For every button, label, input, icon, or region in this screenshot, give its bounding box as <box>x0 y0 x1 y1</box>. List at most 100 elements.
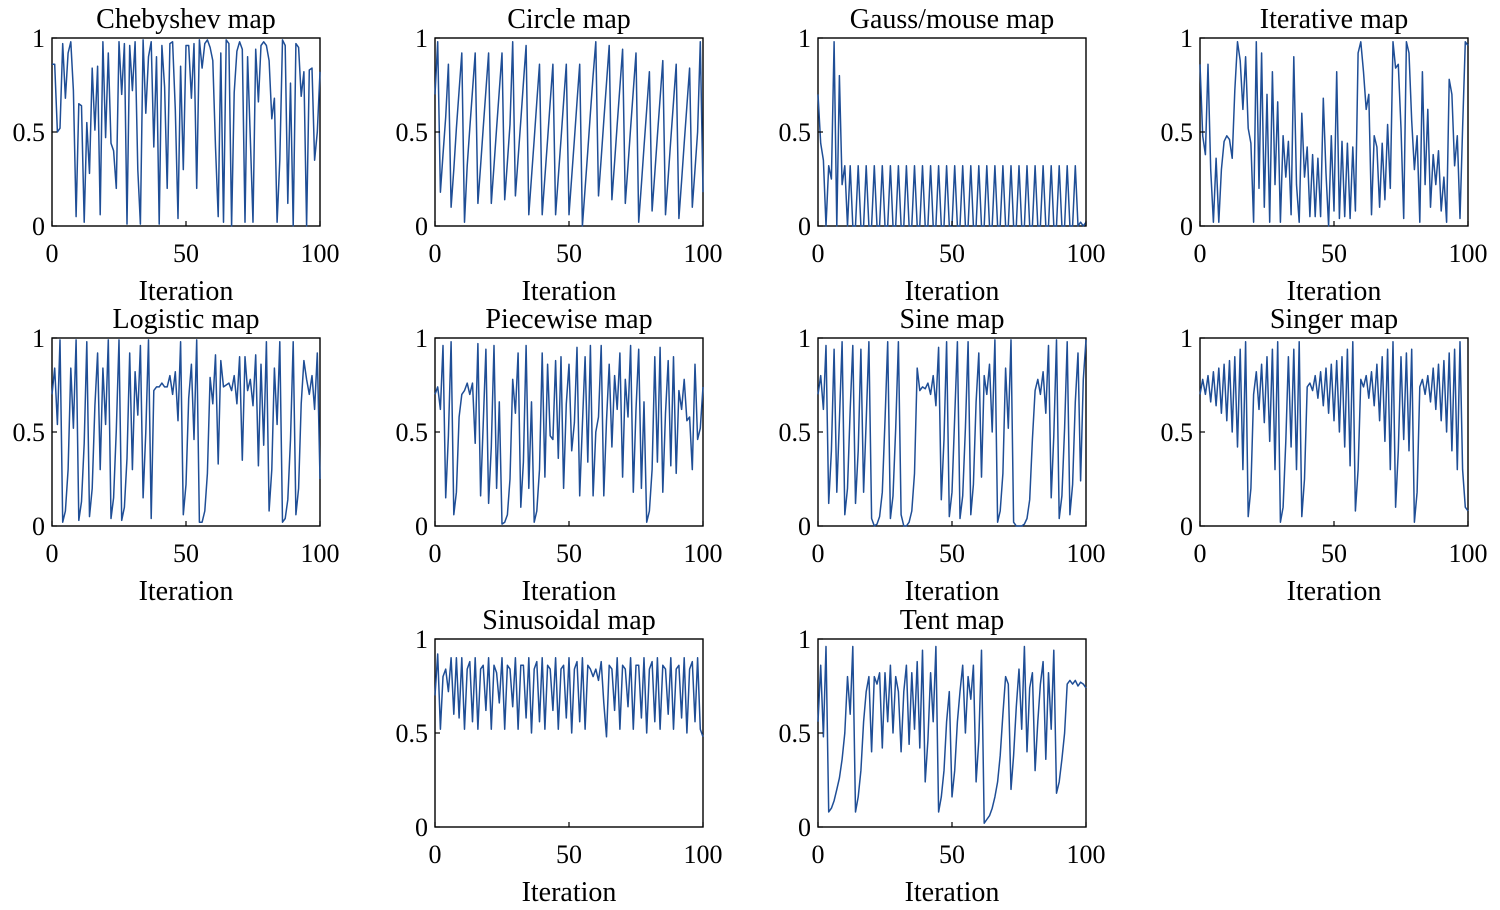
y-tick-label: 0.5 <box>396 118 429 147</box>
y-tick-label: 1 <box>415 24 428 53</box>
x-tick-label: 100 <box>1067 539 1106 568</box>
panel-circle-map: 0 50 100 0 0.5 1 Circle map Iteration <box>396 4 723 307</box>
y-tick-label: 0.5 <box>779 118 812 147</box>
axes-frame <box>817 37 1087 227</box>
x-tick-label: 50 <box>556 539 582 568</box>
x-axis-label: Iteration <box>1287 276 1382 307</box>
panel-logistic-map: 0 50 100 0 0.5 1 Logistic map Iteration <box>13 304 340 607</box>
panel-gauss-mouse-map: 0 50 100 0 0.5 1 Gauss/mouse map Iteration <box>779 4 1106 307</box>
x-tick-label: 100 <box>1449 539 1488 568</box>
x-tick-label: 100 <box>684 539 723 568</box>
x-tick-label: 0 <box>1194 239 1207 268</box>
x-axis-label: Iteration <box>1287 576 1382 607</box>
x-tick-label: 100 <box>684 239 723 268</box>
series-line-singer-map <box>1199 341 1469 523</box>
panel-sinusoidal-map: 0 50 100 0 0.5 1 Sinusoidal map Iteration <box>396 605 723 908</box>
panel-tent-map: 0 50 100 0 0.5 1 Tent map Iteration <box>779 605 1106 908</box>
y-tick-label: 0.5 <box>396 719 429 748</box>
x-axis-label: Iteration <box>905 877 1000 908</box>
y-tick-label: 0 <box>32 512 45 541</box>
x-tick-label: 0 <box>429 239 442 268</box>
x-axis-label: Iteration <box>522 877 617 908</box>
x-tick-label: 50 <box>939 539 965 568</box>
chart-title: Tent map <box>900 605 1005 636</box>
x-axis-label: Iteration <box>905 276 1000 307</box>
y-tick-label: 0 <box>415 813 428 842</box>
x-axis-label: Iteration <box>139 276 234 307</box>
panel-singer-map: 0 50 100 0 0.5 1 Singer map Iteration <box>1161 304 1488 607</box>
x-tick-label: 100 <box>1449 239 1488 268</box>
y-tick-label: 0 <box>798 512 811 541</box>
chart-title: Circle map <box>507 4 631 35</box>
y-tick-label: 1 <box>32 24 45 53</box>
y-tick-label: 1 <box>415 324 428 353</box>
chart-title: Singer map <box>1270 304 1398 335</box>
y-tick-label: 0.5 <box>13 418 46 447</box>
x-tick-label: 0 <box>46 239 59 268</box>
x-tick-label: 100 <box>1067 239 1106 268</box>
x-axis-label: Iteration <box>905 576 1000 607</box>
y-tick-label: 1 <box>32 324 45 353</box>
x-tick-label: 0 <box>46 539 59 568</box>
y-tick-label: 0 <box>32 212 45 241</box>
y-tick-label: 0 <box>415 512 428 541</box>
x-tick-label: 0 <box>812 239 825 268</box>
y-tick-label: 0 <box>798 212 811 241</box>
y-tick-label: 0.5 <box>396 418 429 447</box>
x-tick-label: 50 <box>1321 539 1347 568</box>
chart-title: Iterative map <box>1260 4 1408 35</box>
panel-chebyshev-map: 0 50 100 0 0.5 1 Chebyshev map Iteration <box>13 4 340 307</box>
y-tick-label: 1 <box>1180 24 1193 53</box>
x-tick-label: 0 <box>429 840 442 869</box>
x-tick-label: 100 <box>1067 840 1106 869</box>
chart-title: Chebyshev map <box>96 4 276 35</box>
y-tick-label: 1 <box>415 625 428 654</box>
x-tick-label: 50 <box>939 840 965 869</box>
chart-title: Sinusoidal map <box>482 605 655 636</box>
y-tick-label: 0.5 <box>1161 118 1194 147</box>
x-tick-label: 100 <box>301 539 340 568</box>
panel-piecewise-map: 0 50 100 0 0.5 1 Piecewise map Iteration <box>396 304 723 607</box>
y-tick-label: 1 <box>798 625 811 654</box>
y-tick-label: 0 <box>1180 212 1193 241</box>
y-tick-label: 0.5 <box>1161 418 1194 447</box>
y-tick-label: 1 <box>1180 324 1193 353</box>
series-line-circle-map <box>434 41 704 227</box>
chart-title: Gauss/mouse map <box>850 4 1055 35</box>
series-line-sine-map <box>817 339 1087 527</box>
x-axis-label: Iteration <box>139 576 234 607</box>
series-line-sinusoidal-map <box>434 653 704 738</box>
panel-iterative-map: 0 50 100 0 0.5 1 Iterative map Iteration <box>1161 4 1488 307</box>
chart-title: Piecewise map <box>485 304 652 335</box>
x-tick-label: 50 <box>1321 239 1347 268</box>
x-tick-label: 100 <box>684 840 723 869</box>
y-tick-label: 0 <box>1180 512 1193 541</box>
x-tick-label: 0 <box>1194 539 1207 568</box>
y-tick-label: 0 <box>798 813 811 842</box>
series-line-tent-map <box>817 645 1087 824</box>
x-tick-label: 50 <box>556 840 582 869</box>
y-tick-label: 0 <box>415 212 428 241</box>
x-tick-label: 50 <box>173 239 199 268</box>
series-line-gauss-mouse-map <box>817 41 1087 227</box>
y-tick-label: 0.5 <box>779 418 812 447</box>
x-axis-label: Iteration <box>522 276 617 307</box>
x-tick-label: 0 <box>812 539 825 568</box>
y-tick-label: 1 <box>798 24 811 53</box>
panel-sine-map: 0 50 100 0 0.5 1 Sine map Iteration <box>779 304 1106 607</box>
y-tick-label: 0.5 <box>13 118 46 147</box>
x-tick-label: 0 <box>429 539 442 568</box>
series-line-iterative-map <box>1199 41 1469 227</box>
x-tick-label: 100 <box>301 239 340 268</box>
x-tick-label: 50 <box>556 239 582 268</box>
series-line-chebyshev-map <box>52 39 321 227</box>
x-axis-label: Iteration <box>522 576 617 607</box>
x-tick-label: 50 <box>173 539 199 568</box>
y-tick-label: 0.5 <box>779 719 812 748</box>
y-tick-label: 1 <box>798 324 811 353</box>
chart-title: Logistic map <box>113 304 260 335</box>
series-line-piecewise-map <box>434 341 704 525</box>
x-tick-label: 50 <box>939 239 965 268</box>
x-tick-label: 0 <box>812 840 825 869</box>
